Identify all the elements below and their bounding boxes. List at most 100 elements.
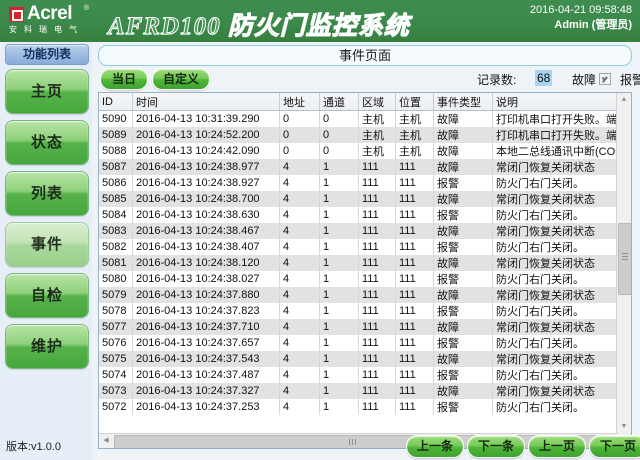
cell-position: 主机 [395,110,434,127]
cell-event-type: 报警 [433,303,493,319]
table-row[interactable]: 5089 2016-04-13 10:24:52.200 0 0 主机 主机 故障 打印机串口… [99,127,616,143]
scroll-left-icon[interactable]: ◀ [99,434,113,448]
table-row[interactable]: 5081 2016-04-13 10:24:38.120 4 1 111 111 故障 常闭门… [99,255,616,271]
cell-time: 2016-04-13 10:24:38.467 [132,223,280,239]
cell-id: 5083 [99,223,133,239]
table-row[interactable]: 5079 2016-04-13 10:24:37.880 4 1 111 111 故障 常闭门… [99,287,616,303]
vertical-scrollbar[interactable]: ▲ ▼ [616,93,631,434]
sidebar-item-list[interactable]: 列表 [5,171,89,216]
cell-event-type: 报警 [433,335,493,351]
column-header-zone[interactable]: 区域 [358,93,396,111]
today-button[interactable]: 当日 [100,68,148,90]
cell-zone: 111 [358,383,396,399]
cell-time: 2016-04-13 10:24:38.120 [132,255,280,271]
cell-event-type: 报警 [433,271,493,287]
cell-channel: 1 [319,399,359,415]
cell-position: 主机 [395,143,434,159]
cell-id: 5086 [99,175,133,191]
table-row[interactable]: 5090 2016-04-13 10:31:39.290 0 0 主机 主机 故障 打印机串口… [99,110,616,127]
table-row[interactable]: 5083 2016-04-13 10:24:38.467 4 1 111 111 故障 常闭门… [99,223,616,239]
table-row[interactable]: 5080 2016-04-13 10:24:38.027 4 1 111 111 报警 防火门… [99,271,616,287]
cell-description: 防火门右门关闭。 [492,239,616,255]
table-row[interactable]: 5084 2016-04-13 10:24:38.630 4 1 111 111 报警 防火门… [99,207,616,223]
cell-address: 0 [279,143,320,159]
cell-zone: 111 [358,223,396,239]
cell-time: 2016-04-13 10:24:37.543 [132,351,280,367]
cell-event-type: 故障 [433,110,493,127]
cell-id: 5084 [99,207,133,223]
table-row[interactable]: 5072 2016-04-13 10:24:37.253 4 1 111 111 报警 防火门… [99,399,616,415]
next-record-button[interactable]: 下一条 [467,435,525,458]
cell-address: 4 [279,271,320,287]
footer-toolbar: 上一条 下一条 上一页 下一页 [92,432,640,460]
cell-position: 111 [395,399,434,415]
column-header-id[interactable]: ID [99,93,133,111]
cell-zone: 111 [358,239,396,255]
column-header-position[interactable]: 位置 [395,93,434,111]
sidebar-item-home[interactable]: 主页 [5,69,89,114]
cell-event-type: 故障 [433,351,493,367]
cell-position: 111 [395,271,434,287]
cell-description: 防火门右门关闭。 [492,367,616,383]
table-row[interactable]: 5078 2016-04-13 10:24:37.823 4 1 111 111 报警 防火门… [99,303,616,319]
cell-id: 5080 [99,271,133,287]
filter-checkbox-alarm[interactable]: 报警 [620,71,640,88]
table-row[interactable]: 5075 2016-04-13 10:24:37.543 4 1 111 111 故障 常闭门… [99,351,616,367]
vertical-scrollbar-thumb[interactable] [618,223,631,295]
cell-channel: 1 [319,335,359,351]
cell-time: 2016-04-13 10:31:39.290 [132,110,280,127]
cell-address: 4 [279,383,320,399]
table-row[interactable]: 5088 2016-04-13 10:24:42.090 0 0 主机 主机 故障 本地二总线… [99,143,616,159]
cell-description: 常闭门恢复关闭状态 [492,319,616,335]
filter-checkbox-fault[interactable]: 故障 [572,71,612,88]
custom-range-button[interactable]: 自定义 [152,68,210,90]
table-row[interactable]: 5074 2016-04-13 10:24:37.487 4 1 111 111 报警 防火门… [99,367,616,383]
app-header: Acrel ® 安 科 瑞 电 气 AFRD100 防火门监控系统 2016-0… [0,0,640,43]
sidebar-item-status[interactable]: 状态 [5,120,89,165]
column-header-channel[interactable]: 通道 [319,93,359,111]
cell-description: 本地二总线通讯中断(COM3)。 [492,143,616,159]
cell-address: 4 [279,207,320,223]
next-page-button[interactable]: 下一页 [589,435,640,458]
cell-event-type: 故障 [433,319,493,335]
sidebar-item-event[interactable]: 事件 [5,222,89,267]
app-title: AFRD100 防火门监控系统 [108,13,410,41]
cell-time: 2016-04-13 10:24:37.880 [132,287,280,303]
sidebar-item-maintenance[interactable]: 维护 [5,324,89,369]
table-row[interactable]: 5073 2016-04-13 10:24:37.327 4 1 111 111 故障 常闭门… [99,383,616,399]
cell-channel: 1 [319,271,359,287]
table-row[interactable]: 5085 2016-04-13 10:24:38.700 4 1 111 111 故障 常闭门… [99,191,616,207]
cell-address: 4 [279,319,320,335]
table-row[interactable]: 5076 2016-04-13 10:24:37.657 4 1 111 111 报警 防火门… [99,335,616,351]
acrel-logo-text: Acrel [27,3,73,24]
scroll-up-icon[interactable]: ▲ [617,93,631,107]
table-header-row: ID 时间 地址 通道 区域 位置 事件类型 说明 [99,93,616,111]
cell-id: 5078 [99,303,133,319]
cell-zone: 111 [358,271,396,287]
cell-id: 5072 [99,399,133,415]
column-header-time[interactable]: 时间 [132,93,280,111]
cell-time: 2016-04-13 10:24:38.630 [132,207,280,223]
cell-event-type: 报警 [433,239,493,255]
cell-description: 常闭门恢复关闭状态 [492,223,616,239]
checkbox-icon[interactable] [599,73,612,85]
table-row[interactable]: 5077 2016-04-13 10:24:37.710 4 1 111 111 故障 常闭门… [99,319,616,335]
cell-event-type: 故障 [433,287,493,303]
column-header-address[interactable]: 地址 [279,93,320,111]
table-row[interactable]: 5087 2016-04-13 10:24:38.977 4 1 111 111 故障 常闭门… [99,159,616,175]
table-row[interactable]: 5082 2016-04-13 10:24:38.407 4 1 111 111 报警 防火门… [99,239,616,255]
cell-position: 111 [395,207,434,223]
scroll-down-icon[interactable]: ▼ [617,420,631,434]
previous-page-button[interactable]: 上一页 [528,435,586,458]
sidebar-item-selftest[interactable]: 自检 [5,273,89,318]
column-header-description[interactable]: 说明 [492,93,616,111]
cell-description: 常闭门恢复关闭状态 [492,351,616,367]
previous-record-button[interactable]: 上一条 [406,435,464,458]
column-header-event-type[interactable]: 事件类型 [433,93,493,111]
cell-id: 5077 [99,319,133,335]
cell-id: 5081 [99,255,133,271]
cell-zone: 111 [358,367,396,383]
cell-time: 2016-04-13 10:24:37.657 [132,335,280,351]
table-row[interactable]: 5086 2016-04-13 10:24:38.927 4 1 111 111 报警 防火门… [99,175,616,191]
